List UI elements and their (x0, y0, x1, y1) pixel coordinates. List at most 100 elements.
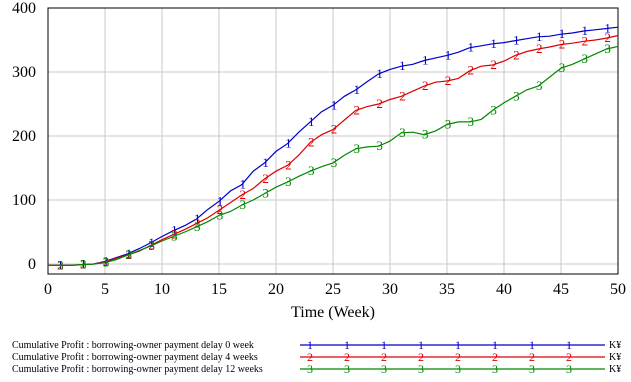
legend-marker-3: 3 (307, 362, 313, 376)
x-tick-label: 15 (211, 281, 227, 298)
series-1-marker: 1 (559, 26, 566, 41)
x-tick-label: 45 (553, 281, 569, 298)
series-3-marker: 3 (604, 41, 611, 56)
series-2-marker: 2 (217, 202, 224, 217)
legend-marker-1: 1 (455, 338, 461, 352)
series-2-marker: 2 (103, 254, 110, 269)
series-3-marker: 3 (57, 257, 64, 272)
series-3-marker: 3 (217, 207, 224, 222)
series-1-marker: 1 (240, 177, 247, 192)
series-3-marker: 3 (194, 219, 201, 234)
legend-unit-3: K¥ (609, 364, 621, 375)
legend-marker-3: 3 (455, 362, 461, 376)
series-1-marker: 1 (490, 36, 497, 51)
legend-marker-3: 3 (344, 362, 350, 376)
series-3-marker: 3 (559, 60, 566, 75)
series-2-marker: 2 (308, 134, 315, 149)
legend-marker-2: 2 (307, 350, 313, 364)
series-3-marker: 3 (331, 155, 338, 170)
legend-marker-2: 2 (566, 350, 572, 364)
series-1-marker: 1 (126, 246, 133, 261)
x-tick-label: 20 (268, 281, 284, 298)
series-2-marker: 2 (262, 171, 269, 186)
series-2-marker: 2 (331, 122, 338, 137)
legend-marker-1: 1 (529, 338, 535, 352)
series-1-marker: 1 (148, 235, 155, 250)
series-2-marker: 2 (240, 187, 247, 202)
y-axis-ticks: 0 100 200 300 400 (12, 0, 36, 273)
series-1-marker: 1 (468, 40, 475, 55)
legend-marker-2: 2 (492, 350, 498, 364)
legend-marker-1: 1 (381, 338, 387, 352)
legend-marker-3: 3 (381, 362, 387, 376)
series-2-marker: 2 (194, 216, 201, 231)
y-tick-label: 200 (12, 128, 36, 145)
series-2-marker: 2 (468, 63, 475, 78)
legend-marker-3: 3 (529, 362, 535, 376)
legend-marker-1: 1 (418, 338, 424, 352)
legend-marker-1: 1 (344, 338, 350, 352)
series-line-1 (48, 26, 619, 266)
legend: Cumulative Profit : borrowing-owner paym… (12, 338, 621, 376)
chart-grid (48, 8, 618, 274)
series-1-marker: 1 (536, 29, 543, 44)
series-1-marker: 1 (445, 47, 452, 62)
y-tick-label: 0 (28, 256, 36, 273)
series-1-marker: 1 (171, 223, 178, 238)
x-tick-label: 25 (325, 281, 341, 298)
series-3-marker: 3 (285, 174, 292, 189)
series-1-marker: 1 (262, 155, 269, 170)
series-2-marker: 2 (422, 78, 429, 93)
legend-marker-1: 1 (492, 338, 498, 352)
x-tick-label: 5 (101, 281, 109, 298)
series-1-marker: 1 (604, 20, 611, 35)
legend-label-2: Cumulative Profit : borrowing-owner paym… (12, 352, 258, 363)
legend-marker-2: 2 (344, 350, 350, 364)
series-2-marker: 2 (536, 41, 543, 56)
series-3-marker: 3 (126, 247, 133, 262)
legend-unit-1: K¥ (609, 340, 621, 351)
series-1-marker: 1 (354, 82, 361, 97)
legend-marker-2: 2 (529, 350, 535, 364)
legend-label-1: Cumulative Profit : borrowing-owner paym… (12, 340, 254, 351)
series-2-marker: 2 (582, 33, 589, 48)
series-1-marker: 1 (308, 114, 315, 129)
series-3-marker: 3 (171, 228, 178, 243)
legend-marker-3: 3 (566, 362, 572, 376)
series-1-marker: 1 (331, 97, 338, 112)
x-tick-label: 10 (154, 281, 170, 298)
series-3-marker: 3 (148, 238, 155, 253)
series-3-marker: 3 (103, 255, 110, 270)
legend-marker-3: 3 (418, 362, 424, 376)
series-3-marker: 3 (80, 257, 87, 272)
series-1-marker: 1 (285, 136, 292, 151)
x-tick-label: 30 (382, 281, 398, 298)
plot-area-frame (47, 7, 619, 275)
series-2-marker: 2 (559, 36, 566, 51)
y-tick-label: 300 (12, 64, 36, 81)
series-2-marker: 2 (513, 47, 520, 62)
x-tick-label: 50 (610, 281, 626, 298)
series-2-marker: 2 (354, 102, 361, 117)
series-2-marker: 2 (399, 88, 406, 103)
series-3-marker: 3 (513, 88, 520, 103)
series-2-marker: 2 (285, 157, 292, 172)
y-tick-label: 400 (12, 0, 36, 17)
legend-marker-2: 2 (381, 350, 387, 364)
series-2-marker: 2 (490, 57, 497, 72)
series-2-marker: 2 (445, 73, 452, 88)
series-3-marker: 3 (262, 186, 269, 201)
series-2-marker: 2 (171, 227, 178, 242)
series-3-marker: 3 (468, 114, 475, 129)
series-3-marker: 3 (399, 125, 406, 140)
series-3-marker: 3 (376, 138, 383, 153)
legend-marker-1: 1 (307, 338, 313, 352)
legend-label-3: Cumulative Profit : borrowing-owner paym… (12, 364, 263, 375)
series-1-marker: 1 (422, 52, 429, 67)
legend-marker-2: 2 (418, 350, 424, 364)
legend-marker-2: 2 (455, 350, 461, 364)
series-1-marker: 1 (194, 211, 201, 226)
series-1-marker: 1 (217, 193, 224, 208)
